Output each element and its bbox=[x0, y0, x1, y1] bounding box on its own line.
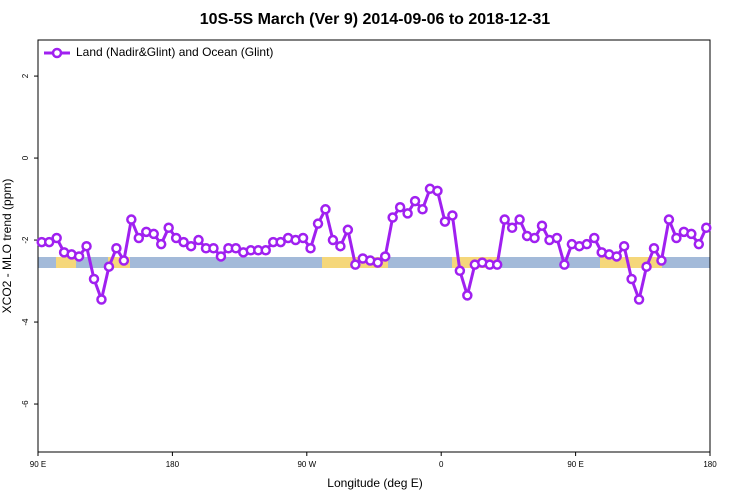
data-point bbox=[170, 232, 182, 244]
data-point bbox=[491, 259, 503, 270]
data-point bbox=[671, 232, 682, 244]
data-point bbox=[409, 195, 421, 207]
x-tick-label: 0 bbox=[439, 460, 444, 469]
data-point bbox=[111, 243, 122, 254]
data-point bbox=[462, 290, 473, 301]
data-point bbox=[402, 208, 413, 219]
data-point bbox=[96, 294, 107, 305]
chart-title: 10S-5S March (Ver 9) 2014-09-06 to 2018-… bbox=[200, 11, 551, 28]
data-point bbox=[118, 255, 130, 266]
data-point bbox=[581, 238, 593, 250]
data-point bbox=[103, 261, 115, 272]
data-point bbox=[432, 185, 443, 197]
x-tick-label: 90 E bbox=[567, 460, 583, 469]
data-point bbox=[648, 243, 660, 254]
data-point bbox=[641, 261, 652, 272]
y-tick-label: 2 bbox=[21, 73, 30, 78]
data-point bbox=[499, 214, 510, 225]
data-point bbox=[618, 240, 630, 252]
data-point bbox=[536, 220, 548, 231]
data-point bbox=[551, 232, 563, 244]
data-point bbox=[88, 273, 100, 285]
data-point bbox=[626, 273, 637, 285]
data-point bbox=[193, 234, 204, 246]
legend-label: Land (Nadir&Glint) and Ocean (Glint) bbox=[76, 45, 273, 59]
data-point bbox=[379, 251, 391, 262]
data-point bbox=[342, 224, 354, 236]
data-point bbox=[185, 240, 197, 252]
data-point bbox=[81, 240, 92, 252]
data-point bbox=[439, 216, 451, 227]
y-tick-label: -6 bbox=[21, 400, 30, 408]
data-point bbox=[335, 240, 346, 252]
plot-frame bbox=[37, 39, 711, 453]
y-tick-label: 0 bbox=[21, 155, 30, 160]
data-point bbox=[208, 243, 219, 254]
y-tick-label: -4 bbox=[21, 318, 30, 326]
data-point bbox=[297, 232, 309, 244]
x-tick-label: 90 E bbox=[30, 460, 46, 469]
x-tick-label: 90 W bbox=[297, 460, 316, 469]
data-point bbox=[133, 232, 145, 244]
data-point bbox=[686, 228, 697, 240]
data-point bbox=[155, 238, 167, 250]
x-tick-label: 180 bbox=[703, 460, 717, 469]
data-point bbox=[611, 251, 622, 262]
data-point bbox=[126, 214, 137, 225]
data-point bbox=[312, 218, 324, 229]
data-point bbox=[350, 259, 361, 270]
data-point bbox=[454, 265, 466, 277]
data-point bbox=[260, 245, 271, 256]
data-point bbox=[163, 222, 174, 234]
data-point bbox=[51, 232, 62, 244]
data-point bbox=[506, 222, 518, 234]
data-point bbox=[633, 294, 645, 305]
series-line bbox=[41, 186, 708, 305]
data-point bbox=[230, 243, 242, 254]
data-point bbox=[559, 259, 570, 270]
data-point bbox=[693, 238, 705, 250]
data-point bbox=[417, 204, 428, 215]
data-point bbox=[387, 212, 398, 223]
y-tick-label: -2 bbox=[21, 236, 30, 244]
data-point bbox=[663, 214, 675, 225]
data-point bbox=[148, 228, 159, 240]
data-point bbox=[275, 236, 286, 248]
data-point bbox=[215, 251, 227, 262]
data-point bbox=[529, 232, 540, 244]
y-axis-label: XCO2 - MLO trend (ppm) bbox=[0, 179, 14, 314]
data-point bbox=[701, 222, 712, 234]
data-point bbox=[656, 255, 667, 266]
data-point bbox=[43, 236, 55, 248]
data-point bbox=[73, 251, 85, 262]
legend-marker bbox=[51, 47, 63, 59]
land-patch bbox=[600, 257, 662, 268]
land-patch bbox=[56, 257, 76, 268]
data-point bbox=[327, 234, 339, 246]
x-axis-label: Longitude (deg E) bbox=[327, 476, 422, 490]
data-point bbox=[372, 257, 383, 268]
data-point bbox=[178, 236, 189, 248]
data-point bbox=[589, 232, 600, 244]
data-point bbox=[305, 243, 316, 254]
data-point bbox=[447, 210, 458, 221]
data-point bbox=[320, 204, 331, 215]
data-point bbox=[514, 214, 525, 225]
x-tick-label: 180 bbox=[166, 460, 180, 469]
data-point bbox=[394, 202, 406, 213]
